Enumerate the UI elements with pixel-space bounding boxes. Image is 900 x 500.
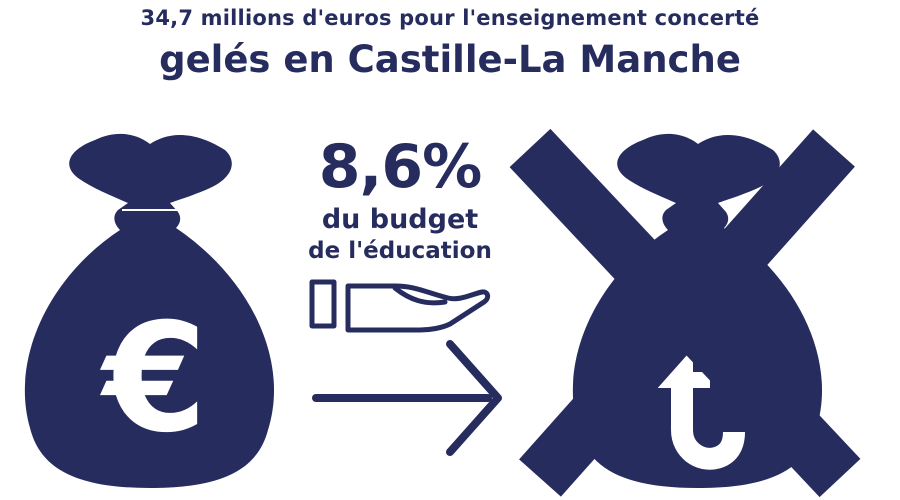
hand-giving-icon	[309, 279, 491, 333]
money-bag-euro-icon	[24, 133, 275, 488]
cross-mark-icon	[509, 128, 861, 498]
subtitle-line-2: de l'éducation	[308, 238, 492, 264]
arrow-right-icon	[312, 340, 502, 456]
percentage-value: 8,6%	[318, 132, 482, 202]
subtitle-line-1: du budget	[321, 204, 479, 235]
title-line-2: gelés en Castille-La Manche	[159, 38, 741, 81]
title-line-1: 34,7 millions d'euros pour l'enseignemen…	[140, 6, 760, 30]
euro-symbol: €	[100, 292, 207, 466]
